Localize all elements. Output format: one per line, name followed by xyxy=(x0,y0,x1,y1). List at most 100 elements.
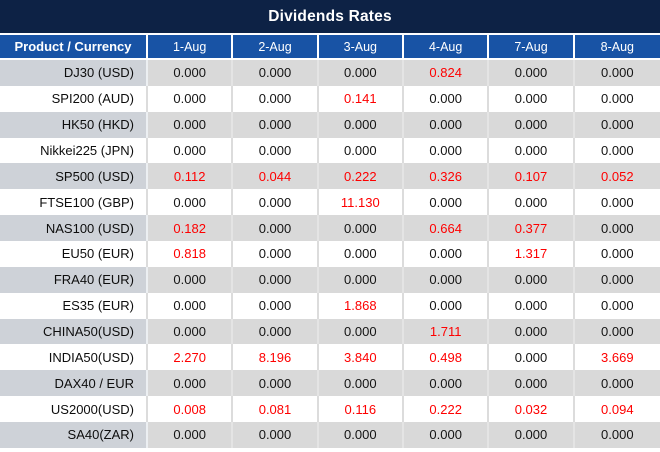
product-cell: HK50 (HKD) xyxy=(0,111,148,138)
rate-cell: 0.000 xyxy=(404,370,490,397)
table-row: DJ30 (USD) 0.000 0.000 0.000 0.824 0.000 0.000 xyxy=(0,60,660,86)
rate-cell: 0.000 xyxy=(574,111,660,138)
table-row: US2000(USD) 0.008 0.081 0.116 0.222 0.032 0.09… xyxy=(0,396,660,423)
rate-cell: 0.000 xyxy=(404,241,490,267)
rate-cell: 0.000 xyxy=(233,85,319,112)
rate-cell: 0.000 xyxy=(233,60,319,86)
rate-cell: 0.000 xyxy=(318,266,404,293)
rate-cell: 0.000 xyxy=(233,422,319,448)
table-body: DJ30 (USD) 0.000 0.000 0.000 0.824 0.000 0.000… xyxy=(0,60,660,452)
rate-cell: 0.116 xyxy=(318,396,404,423)
rate-cell: 0.222 xyxy=(404,396,490,423)
rate-cell: 0.000 xyxy=(574,137,660,164)
rate-cell: 0.000 xyxy=(233,111,319,138)
rate-cell: 0.222 xyxy=(318,163,404,190)
rate-cell: 0.000 xyxy=(318,422,404,448)
rate-cell: 0.000 xyxy=(404,189,490,216)
rate-cell: 0.000 xyxy=(404,137,490,164)
column-header-product: Product / Currency xyxy=(0,35,148,58)
rate-cell: 0.000 xyxy=(318,318,404,345)
table-row: HK50 (HKD) 0.000 0.000 0.000 0.000 0.000 0.000 xyxy=(0,111,660,138)
rate-cell: 0.000 xyxy=(489,137,575,164)
product-cell: NAS100 (USD) xyxy=(0,215,148,242)
table-row: INDIA50(USD) 2.270 8.196 3.840 0.498 0.000 3.6… xyxy=(0,344,660,371)
rate-cell: 0.000 xyxy=(489,85,575,112)
rate-cell: 11.130 xyxy=(318,189,404,216)
rate-cell: 0.000 xyxy=(574,292,660,319)
rate-cell: 0.000 xyxy=(574,85,660,112)
rate-cell: 3.840 xyxy=(318,344,404,371)
rate-cell: 1.317 xyxy=(489,241,575,267)
rate-cell: 0.000 xyxy=(404,111,490,138)
rate-cell: 0.000 xyxy=(148,60,234,86)
rate-cell: 0.000 xyxy=(489,422,575,448)
column-header-date: 3-Aug xyxy=(318,35,404,58)
table-header-row: Product / Currency 1-Aug 2-Aug 3-Aug 4-Aug 7… xyxy=(0,35,660,60)
rate-cell: 0.000 xyxy=(233,189,319,216)
product-cell: FRA40 (EUR) xyxy=(0,266,148,293)
rate-cell: 0.000 xyxy=(404,85,490,112)
rate-cell: 0.182 xyxy=(148,215,234,242)
table-row: FTSE100 (GBP) 0.000 0.000 11.130 0.000 0.000 0… xyxy=(0,189,660,216)
rate-cell: 0.044 xyxy=(233,163,319,190)
rate-cell: 0.094 xyxy=(574,396,660,423)
rate-cell: 0.000 xyxy=(574,422,660,448)
product-cell: EU50 (EUR) xyxy=(0,241,148,267)
column-header-date: 1-Aug xyxy=(148,35,234,58)
product-cell: SP500 (USD) xyxy=(0,163,148,190)
rate-cell: 0.000 xyxy=(148,266,234,293)
rate-cell: 0.000 xyxy=(148,137,234,164)
rate-cell: 0.052 xyxy=(574,163,660,190)
rate-cell: 0.000 xyxy=(148,422,234,448)
rate-cell: 1.711 xyxy=(404,318,490,345)
rate-cell: 0.000 xyxy=(148,318,234,345)
rate-cell: 0.107 xyxy=(489,163,575,190)
column-header-date: 2-Aug xyxy=(233,35,319,58)
rate-cell: 0.000 xyxy=(404,422,490,448)
product-cell: US2000(USD) xyxy=(0,396,148,423)
rate-cell: 0.000 xyxy=(489,189,575,216)
rate-cell: 0.000 xyxy=(574,60,660,86)
rate-cell: 0.000 xyxy=(318,241,404,267)
rate-cell: 0.000 xyxy=(233,215,319,242)
table-row: NAS100 (USD) 0.182 0.000 0.000 0.664 0.377 0.0… xyxy=(0,215,660,242)
rate-cell: 0.000 xyxy=(574,215,660,242)
rate-cell: 0.000 xyxy=(489,60,575,86)
rate-cell: 0.000 xyxy=(148,370,234,397)
rate-cell: 0.000 xyxy=(148,189,234,216)
table-row: SP500 (USD) 0.112 0.044 0.222 0.326 0.107 0.05… xyxy=(0,163,660,190)
table-title-bar: Dividends Rates xyxy=(0,0,660,35)
rate-cell: 0.000 xyxy=(233,292,319,319)
rate-cell: 0.008 xyxy=(148,396,234,423)
rate-cell: 0.000 xyxy=(404,266,490,293)
product-cell: DJ30 (USD) xyxy=(0,60,148,86)
rate-cell: 0.824 xyxy=(404,60,490,86)
rate-cell: 0.000 xyxy=(318,370,404,397)
rate-cell: 0.000 xyxy=(574,370,660,397)
rate-cell: 0.000 xyxy=(318,137,404,164)
table-row: EU50 (EUR) 0.818 0.000 0.000 0.000 1.317 0.000 xyxy=(0,241,660,267)
rate-cell: 0.000 xyxy=(574,266,660,293)
rate-cell: 0.000 xyxy=(574,189,660,216)
rate-cell: 0.000 xyxy=(318,215,404,242)
product-cell: Nikkei225 (JPN) xyxy=(0,137,148,164)
rate-cell: 8.196 xyxy=(233,344,319,371)
rate-cell: 0.000 xyxy=(574,318,660,345)
table-row: ES35 (EUR) 0.000 0.000 1.868 0.000 0.000 0.000 xyxy=(0,292,660,319)
product-cell: FTSE100 (GBP) xyxy=(0,189,148,216)
table-row: DAX40 / EUR 0.000 0.000 0.000 0.000 0.000 0.00… xyxy=(0,370,660,397)
rate-cell: 0.326 xyxy=(404,163,490,190)
product-cell: CHINA50(USD) xyxy=(0,318,148,345)
rate-cell: 0.000 xyxy=(148,292,234,319)
rate-cell: 3.669 xyxy=(574,344,660,371)
rate-cell: 0.664 xyxy=(404,215,490,242)
rate-cell: 0.000 xyxy=(489,318,575,345)
rate-cell: 0.000 xyxy=(233,137,319,164)
column-header-date: 8-Aug xyxy=(574,35,660,58)
rate-cell: 0.000 xyxy=(318,60,404,86)
rate-cell: 0.000 xyxy=(148,111,234,138)
rate-cell: 1.868 xyxy=(318,292,404,319)
rate-cell: 0.818 xyxy=(148,241,234,267)
product-cell: DAX40 / EUR xyxy=(0,370,148,397)
